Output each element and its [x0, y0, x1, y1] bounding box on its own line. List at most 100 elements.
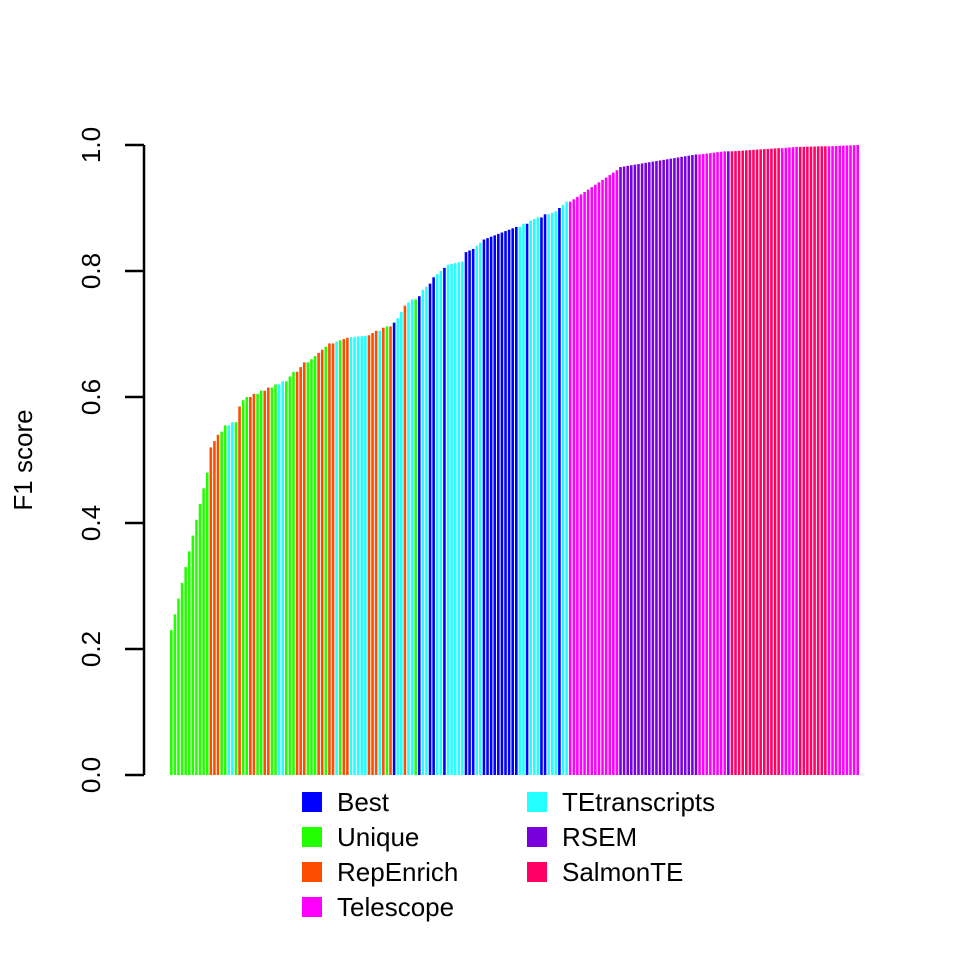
bar-salmonte [770, 148, 773, 775]
bar-salmonte [737, 150, 741, 775]
bar-repenrich [267, 387, 270, 775]
bar-repenrich [238, 406, 241, 775]
bar-unique [170, 630, 173, 775]
bar-rsem [694, 154, 698, 775]
bar-salmonte [741, 150, 744, 775]
legend-label-tetranscripts: TEtranscripts [562, 787, 715, 817]
bar-unique [385, 326, 389, 775]
bar-tetranscripts [475, 245, 479, 776]
bar-repenrich [328, 343, 331, 775]
y-tick-label: 0.8 [76, 253, 106, 289]
bar-repenrich [342, 339, 346, 775]
y-tick-label: 0.4 [76, 505, 106, 541]
legend-label-best: Best [337, 787, 390, 817]
bar-rsem [680, 156, 683, 776]
bar-unique [180, 582, 184, 775]
y-axis: 0.0 0.2 0.4 0.6 0.8 1.0 [76, 127, 146, 793]
bar-rsem [630, 165, 633, 775]
bar-unique [223, 425, 227, 775]
bar-telescope [856, 145, 859, 775]
bar-tetranscripts [360, 336, 364, 775]
bar-rsem [619, 167, 622, 776]
bar-best [392, 322, 396, 775]
bar-best [493, 235, 497, 776]
bar-tetranscripts [457, 262, 461, 776]
bar-tetranscripts [565, 201, 568, 775]
bar-tetranscripts [400, 311, 403, 775]
bar-repenrich [209, 447, 213, 775]
bar-telescope [568, 201, 572, 775]
bar-unique [338, 340, 342, 775]
bar-unique [220, 431, 223, 775]
bar-best [558, 208, 561, 775]
bar-salmonte [752, 149, 755, 776]
bar-tetranscripts [378, 330, 382, 775]
legend-label-unique: Unique [337, 822, 419, 852]
bar-rsem [687, 155, 691, 775]
bar-telescope [842, 145, 845, 775]
bar-rsem [673, 158, 676, 776]
bar-rsem [683, 156, 687, 775]
bar-tetranscripts [349, 337, 353, 775]
bar-telescope [583, 192, 586, 775]
bar-unique [234, 422, 238, 775]
bar-repenrich [299, 367, 302, 775]
bar-repenrich [367, 335, 371, 775]
bar-telescope [827, 146, 831, 775]
bar-tetranscripts [439, 271, 443, 775]
bar-salmonte [798, 146, 802, 775]
bar-unique [198, 504, 202, 775]
bar-rsem [669, 158, 673, 775]
y-tick-label: 1.0 [76, 127, 106, 163]
bars-group [170, 145, 859, 776]
bar-best [432, 277, 435, 775]
y-tick-label: 0.0 [76, 757, 106, 793]
bar-telescope [594, 184, 597, 776]
bar-tetranscripts [425, 286, 428, 775]
bar-rsem [622, 166, 626, 775]
bar-salmonte [762, 149, 766, 775]
bar-rsem [633, 164, 637, 775]
bar-salmonte [802, 146, 806, 776]
bar-tetranscripts [227, 425, 231, 775]
bar-salmonte [777, 148, 780, 775]
bar-rsem [655, 161, 658, 776]
y-axis-title: F1 score [8, 409, 38, 510]
bar-unique [195, 519, 198, 775]
bar-repenrich [389, 326, 392, 775]
bar-repenrich [216, 434, 220, 775]
bar-tetranscripts [335, 341, 338, 775]
bar-tetranscripts [435, 274, 439, 775]
bar-rsem [676, 157, 680, 775]
bar-telescope [590, 187, 594, 775]
bar-repenrich [213, 441, 216, 775]
legend-swatch-unique [302, 827, 322, 847]
bar-telescope [845, 145, 849, 776]
bar-unique [184, 567, 187, 775]
y-tick-label: 0.2 [76, 631, 106, 667]
bar-tetranscripts [407, 302, 410, 775]
bar-telescope [834, 145, 838, 775]
bar-repenrich [252, 393, 256, 775]
legend-swatch-tetranscripts [527, 792, 547, 812]
bar-unique [191, 535, 195, 775]
legend-label-repenrich: RepEnrich [337, 857, 458, 887]
bar-unique [241, 400, 245, 775]
bar-rsem [644, 162, 647, 776]
bar-repenrich [317, 352, 320, 775]
bar-repenrich [295, 371, 299, 775]
bar-salmonte [730, 151, 734, 776]
bar-telescope [586, 189, 590, 775]
bar-salmonte [745, 150, 748, 775]
legend-label-telescope: Telescope [337, 892, 454, 922]
legend-swatch-repenrich [302, 862, 322, 882]
bar-telescope [608, 175, 612, 776]
bar-salmonte [759, 149, 762, 776]
bar-unique [306, 362, 310, 775]
bar-unique [270, 387, 274, 775]
bar-rsem [658, 160, 662, 775]
bar-tetranscripts [547, 214, 550, 776]
bar-unique [202, 488, 205, 775]
bar-telescope [612, 172, 615, 775]
